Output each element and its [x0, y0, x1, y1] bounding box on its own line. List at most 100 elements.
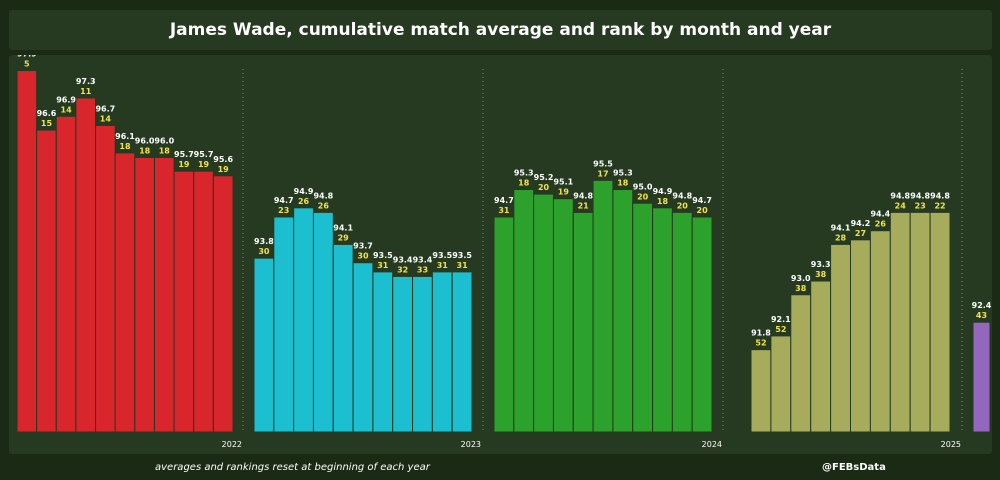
avg-label-2022-5: 94.1: [333, 223, 353, 232]
rank-label-2024-4: 38: [815, 270, 827, 279]
rank-label-2021-10: 19: [198, 160, 210, 169]
avg-label-2024-3: 93.0: [791, 274, 811, 283]
rank-label-2023-4: 19: [558, 188, 570, 197]
avg-label-2024-5: 94.1: [831, 223, 851, 232]
rank-label-2021-2: 15: [41, 119, 53, 128]
rank-label-2021-5: 14: [100, 114, 112, 123]
avg-label-2021-6: 96.1: [115, 132, 135, 141]
avg-label-2021-4: 97.3: [76, 77, 96, 86]
rank-label-2022-4: 26: [318, 201, 330, 210]
rank-label-2022-7: 31: [377, 261, 389, 270]
bar-2023-6: [592, 179, 614, 433]
avg-label-2021-5: 96.7: [95, 104, 115, 113]
avg-label-2022-4: 94.8: [313, 191, 333, 200]
bar-2025-1: [972, 321, 991, 433]
bar-2021-3: [55, 115, 77, 433]
chart-area: 97.9596.61596.91497.31196.71496.11896.01…: [9, 55, 992, 454]
avg-label-2022-7: 93.5: [373, 251, 393, 260]
rank-label-2025-1: 43: [976, 311, 987, 320]
avg-label-2023-4: 95.1: [553, 178, 573, 187]
rank-label-2023-6: 17: [597, 169, 608, 178]
bar-2024-7: [869, 230, 891, 433]
bar-2023-9: [652, 207, 673, 433]
avg-label-2021-10: 95.7: [194, 150, 214, 159]
bar-2022-11: [451, 271, 473, 433]
rank-label-2023-5: 21: [578, 201, 590, 210]
bar-2024-2: [770, 335, 792, 433]
rank-label-2021-1: 5: [24, 60, 30, 69]
bar-2024-9: [909, 211, 931, 433]
bar-2021-9: [173, 170, 195, 433]
avg-label-2024-7: 94.4: [870, 210, 890, 219]
rank-label-2021-3: 14: [61, 105, 73, 114]
x-tick-label-2025: 2025: [941, 440, 961, 449]
rank-label-2022-10: 31: [437, 261, 449, 270]
avg-label-2022-1: 93.8: [254, 237, 274, 246]
bar-2022-10: [431, 271, 453, 433]
chart-title: James Wade, cumulative match average and…: [9, 10, 992, 50]
bar-2023-7: [612, 189, 634, 433]
rank-label-2022-11: 31: [457, 261, 469, 270]
avg-label-2024-8: 94.8: [890, 191, 910, 200]
avg-label-2024-2: 92.1: [771, 315, 791, 324]
avg-label-2024-6: 94.2: [851, 219, 871, 228]
rank-label-2023-2: 18: [518, 179, 530, 188]
rank-label-2024-9: 23: [915, 201, 926, 210]
avg-label-2022-6: 93.7: [353, 242, 373, 251]
rank-label-2024-8: 24: [895, 201, 907, 210]
bar-2023-8: [632, 202, 654, 433]
rank-label-2023-1: 31: [498, 206, 510, 215]
bar-2022-7: [372, 271, 394, 433]
avg-label-2023-8: 95.0: [633, 182, 653, 191]
avg-label-2023-10: 94.8: [672, 191, 692, 200]
rank-label-2023-10: 20: [677, 201, 689, 210]
avg-label-2023-2: 95.3: [514, 169, 534, 178]
bar-2024-3: [790, 294, 812, 433]
rank-label-2021-6: 18: [119, 142, 131, 151]
avg-label-2024-4: 93.3: [811, 260, 831, 269]
rank-label-2022-6: 30: [357, 252, 369, 261]
footnote: averages and rankings reset at beginning…: [155, 462, 430, 473]
bar-2022-2: [273, 216, 295, 433]
bar-2022-1: [253, 257, 275, 433]
rank-label-2024-2: 52: [775, 325, 786, 334]
rank-label-2023-3: 20: [538, 183, 550, 192]
x-tick-label-2022: 2022: [222, 440, 242, 449]
bar-2022-6: [352, 262, 374, 433]
bar-2021-5: [95, 124, 116, 433]
bar-2023-1: [493, 216, 515, 433]
avg-label-2022-8: 93.4: [393, 255, 413, 264]
avg-label-2022-2: 94.7: [274, 196, 294, 205]
avg-label-2023-3: 95.2: [534, 173, 554, 182]
rank-label-2024-3: 38: [795, 284, 807, 293]
bar-2021-4: [75, 97, 97, 433]
rank-label-2024-7: 26: [875, 220, 887, 229]
bar-2022-5: [332, 243, 354, 433]
avg-label-2021-11: 95.6: [213, 155, 233, 164]
rank-label-2023-9: 18: [657, 197, 669, 206]
rank-label-2022-3: 26: [298, 197, 310, 206]
x-tick-label-2024: 2024: [702, 440, 722, 449]
bar-2023-2: [513, 189, 535, 433]
rank-label-2021-9: 19: [178, 160, 190, 169]
rank-label-2024-6: 27: [855, 229, 866, 238]
credit-label: @FEBsData: [822, 462, 886, 473]
rank-label-2022-5: 29: [338, 233, 350, 242]
avg-label-2021-1: 97.9: [17, 55, 37, 59]
rank-label-2023-11: 20: [697, 206, 709, 215]
bar-2021-11: [212, 175, 234, 433]
bar-2021-8: [153, 157, 175, 433]
bar-2023-4: [552, 198, 574, 433]
avg-label-2025-1: 92.4: [972, 301, 992, 310]
bar-2024-4: [810, 280, 832, 433]
bar-2023-11: [691, 216, 713, 433]
rank-label-2022-1: 30: [258, 247, 270, 256]
bar-2022-4: [312, 211, 334, 433]
bar-2021-7: [134, 157, 155, 433]
avg-label-2022-9: 93.4: [413, 255, 433, 264]
bar-2022-9: [412, 275, 433, 433]
rank-label-2024-10: 22: [934, 201, 945, 210]
x-tick-label-2023: 2023: [461, 440, 481, 449]
bar-2023-3: [533, 193, 554, 433]
avg-label-2023-11: 94.7: [692, 196, 712, 205]
